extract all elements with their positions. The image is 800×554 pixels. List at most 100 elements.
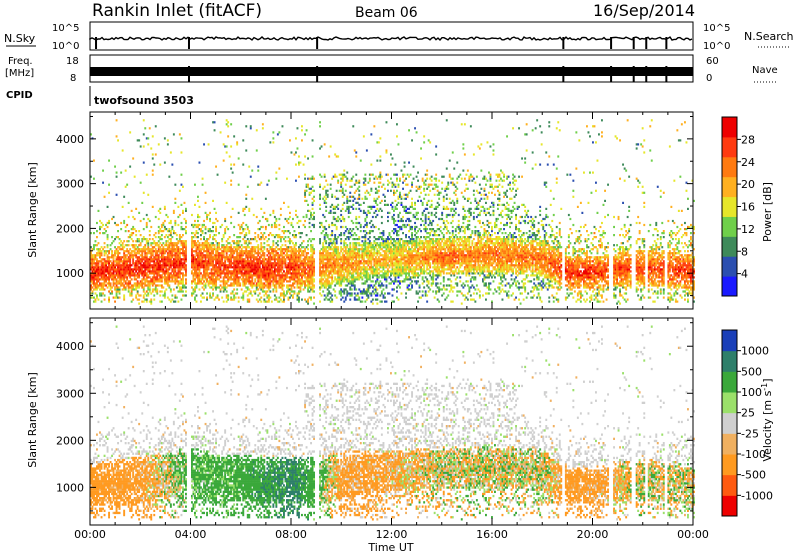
power-cell — [325, 179, 328, 182]
power-cell — [337, 270, 340, 273]
power-cell — [246, 278, 249, 281]
power-cell — [263, 278, 266, 281]
power-cell — [123, 278, 126, 281]
power-cell — [243, 240, 246, 243]
power-cell — [168, 175, 171, 178]
power-cell — [370, 292, 373, 295]
power-cell — [228, 258, 231, 261]
power-cell — [227, 250, 230, 253]
power-cell — [289, 215, 291, 219]
power-cell — [374, 282, 377, 285]
power-cell — [298, 300, 300, 303]
power-cell — [329, 296, 332, 299]
power-cell — [289, 270, 291, 273]
power-cell — [207, 242, 210, 245]
power-cell — [275, 246, 278, 249]
power-cell — [168, 250, 171, 253]
power-cell — [215, 278, 218, 281]
power-cell — [308, 268, 311, 271]
power-cell — [320, 254, 323, 257]
power-cell — [225, 250, 228, 253]
power-cell — [129, 274, 132, 277]
power-cell — [249, 272, 252, 275]
power-cell — [108, 159, 111, 162]
power-cell — [246, 185, 249, 188]
power-cell — [172, 242, 175, 245]
power-cell — [234, 282, 237, 285]
power-cell — [90, 276, 92, 279]
power-cell — [260, 250, 263, 253]
power-cell — [302, 250, 305, 253]
power-cell — [329, 205, 332, 208]
power-cell — [130, 290, 133, 293]
power-cell — [248, 300, 251, 303]
power-cell — [328, 244, 331, 247]
power-cell — [153, 262, 156, 265]
power-cell — [224, 272, 227, 275]
power-cell — [175, 280, 178, 283]
power-cell — [102, 266, 105, 269]
power-cell — [352, 234, 355, 237]
power-cell — [192, 232, 195, 235]
power-cell — [373, 197, 376, 200]
power-cell — [337, 258, 340, 261]
power-cell — [276, 256, 279, 259]
power-cell — [216, 254, 219, 257]
power-cell — [151, 238, 154, 241]
power-cell — [234, 268, 237, 271]
power-cell — [231, 274, 234, 277]
power-cell — [178, 256, 181, 259]
power-cell — [364, 230, 367, 233]
power-cell — [94, 288, 97, 291]
power-cell — [246, 228, 249, 231]
power-cell — [91, 256, 94, 259]
power-cell — [227, 278, 230, 281]
power-cell — [175, 250, 178, 253]
power-cell — [279, 276, 282, 279]
power-cell — [272, 137, 275, 140]
power-cell — [210, 278, 213, 281]
power-cell — [326, 276, 329, 279]
power-cell — [334, 264, 337, 267]
power-cell — [264, 284, 267, 287]
freq-spike — [610, 66, 613, 82]
power-cell — [118, 242, 121, 245]
power-cell — [156, 272, 159, 275]
power-cell — [114, 264, 117, 267]
power-cell — [108, 260, 111, 263]
power-cell — [138, 276, 141, 279]
power-cell — [124, 250, 127, 253]
power-cell — [212, 288, 215, 291]
power-cell — [157, 236, 160, 239]
power-cell — [96, 284, 98, 287]
noise-spike — [187, 37, 190, 49]
power-cell — [293, 246, 296, 249]
power-cell — [325, 258, 328, 261]
power-cell — [200, 282, 202, 285]
power-cell — [124, 282, 127, 285]
power-cell — [197, 278, 199, 281]
power-cell — [219, 258, 222, 261]
power-cell — [150, 278, 153, 281]
power-cell — [368, 278, 371, 281]
power-cell — [257, 272, 260, 275]
power-cell — [292, 282, 294, 285]
power-cell — [310, 280, 313, 283]
power-cell — [269, 266, 272, 269]
power-cell — [135, 262, 138, 265]
power-cell — [178, 234, 181, 237]
power-cell — [185, 270, 187, 273]
power-cell — [106, 234, 109, 237]
power-cell — [240, 288, 243, 291]
power-cell — [124, 230, 127, 233]
power-cell — [142, 264, 145, 267]
power-cell — [275, 234, 278, 237]
power-cell — [151, 246, 154, 249]
power-cell — [374, 225, 377, 229]
power-cell — [111, 242, 114, 245]
power-cell — [246, 294, 249, 297]
power-cell — [192, 223, 195, 227]
power-cell — [215, 264, 218, 267]
power-cell — [105, 262, 108, 265]
power-cell — [163, 260, 166, 263]
